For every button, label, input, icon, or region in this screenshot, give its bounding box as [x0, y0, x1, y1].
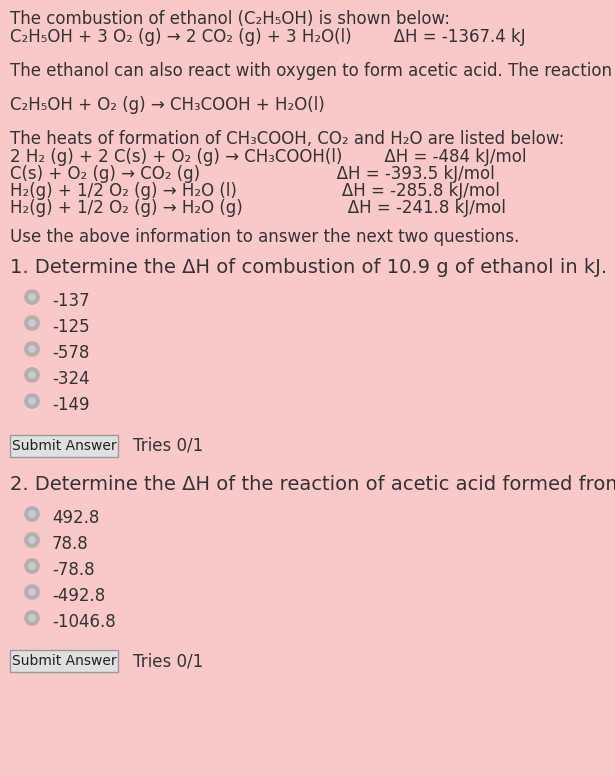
- Text: -78.8: -78.8: [52, 561, 95, 579]
- Text: -578: -578: [52, 344, 89, 362]
- Circle shape: [28, 536, 36, 544]
- Text: -492.8: -492.8: [52, 587, 105, 605]
- Text: H₂(g) + 1/2 O₂ (g) → H₂O (l)                    ΔH = -285.8 kJ/mol: H₂(g) + 1/2 O₂ (g) → H₂O (l) ΔH = -285.8…: [10, 182, 500, 200]
- Text: 2. Determine the ΔH of the reaction of acetic acid formed from ethanol in kJ.: 2. Determine the ΔH of the reaction of a…: [10, 475, 615, 494]
- Text: -149: -149: [52, 396, 90, 414]
- Text: C₂H₅OH + 3 O₂ (g) → 2 CO₂ (g) + 3 H₂O(l)        ΔH = -1367.4 kJ: C₂H₅OH + 3 O₂ (g) → 2 CO₂ (g) + 3 H₂O(l)…: [10, 28, 526, 46]
- Text: 1. Determine the ΔH of combustion of 10.9 g of ethanol in kJ.: 1. Determine the ΔH of combustion of 10.…: [10, 258, 607, 277]
- Circle shape: [25, 368, 39, 382]
- Text: Submit Answer: Submit Answer: [12, 439, 116, 453]
- Circle shape: [28, 397, 36, 405]
- Circle shape: [28, 293, 36, 301]
- Circle shape: [25, 611, 39, 625]
- Text: H₂(g) + 1/2 O₂ (g) → H₂O (g)                    ΔH = -241.8 kJ/mol: H₂(g) + 1/2 O₂ (g) → H₂O (g) ΔH = -241.8…: [10, 199, 506, 217]
- Circle shape: [25, 394, 39, 408]
- Text: C(s) + O₂ (g) → CO₂ (g)                          ΔH = -393.5 kJ/mol: C(s) + O₂ (g) → CO₂ (g) ΔH = -393.5 kJ/m…: [10, 165, 494, 183]
- Circle shape: [28, 319, 36, 327]
- Circle shape: [25, 290, 39, 304]
- Text: C₂H₅OH + O₂ (g) → CH₃COOH + H₂O(l): C₂H₅OH + O₂ (g) → CH₃COOH + H₂O(l): [10, 96, 325, 114]
- Circle shape: [28, 345, 36, 353]
- Circle shape: [28, 614, 36, 622]
- Circle shape: [25, 507, 39, 521]
- Text: The heats of formation of CH₃COOH, CO₂ and H₂O are listed below:: The heats of formation of CH₃COOH, CO₂ a…: [10, 130, 565, 148]
- Circle shape: [28, 562, 36, 570]
- Text: 78.8: 78.8: [52, 535, 89, 553]
- Circle shape: [28, 588, 36, 596]
- Text: -324: -324: [52, 370, 90, 388]
- FancyBboxPatch shape: [10, 435, 118, 457]
- Circle shape: [25, 316, 39, 330]
- Text: -125: -125: [52, 318, 90, 336]
- Text: Use the above information to answer the next two questions.: Use the above information to answer the …: [10, 228, 520, 246]
- Text: Submit Answer: Submit Answer: [12, 654, 116, 668]
- Text: The combustion of ethanol (C₂H₅OH) is shown below:: The combustion of ethanol (C₂H₅OH) is sh…: [10, 10, 450, 28]
- Circle shape: [28, 371, 36, 379]
- Text: Tries 0/1: Tries 0/1: [133, 652, 203, 670]
- FancyBboxPatch shape: [10, 650, 118, 672]
- Text: 2 H₂ (g) + 2 C(s) + O₂ (g) → CH₃COOH(l)        ΔH = -484 kJ/mol: 2 H₂ (g) + 2 C(s) + O₂ (g) → CH₃COOH(l) …: [10, 148, 526, 166]
- Circle shape: [25, 559, 39, 573]
- Text: -1046.8: -1046.8: [52, 613, 116, 631]
- Text: -137: -137: [52, 292, 90, 310]
- Circle shape: [25, 342, 39, 356]
- Text: 492.8: 492.8: [52, 509, 100, 527]
- Text: The ethanol can also react with oxygen to form acetic acid. The reaction is:: The ethanol can also react with oxygen t…: [10, 62, 615, 80]
- Circle shape: [25, 585, 39, 599]
- Circle shape: [25, 533, 39, 547]
- Circle shape: [28, 510, 36, 517]
- Text: Tries 0/1: Tries 0/1: [133, 437, 203, 455]
